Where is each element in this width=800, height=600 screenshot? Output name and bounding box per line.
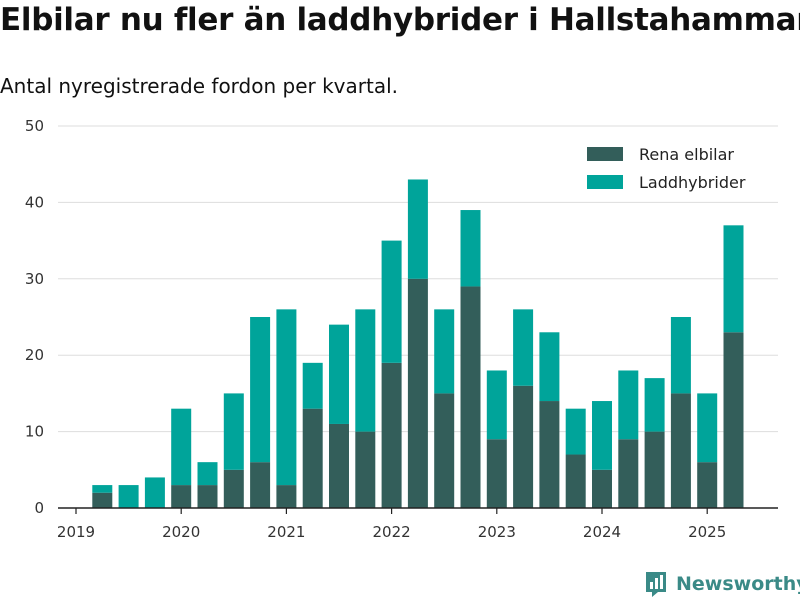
y-tick-label: 10	[25, 423, 44, 441]
y-tick-label: 20	[25, 346, 44, 364]
legend-label-laddhybrider: Laddhybrider	[639, 173, 746, 192]
bar-laddhybrider	[171, 408, 192, 486]
bar-laddhybrider	[434, 309, 455, 394]
x-tick-label: 2021	[267, 523, 305, 541]
bar-laddhybrider	[723, 225, 744, 333]
legend-label-rena-elbilar: Rena elbilar	[639, 145, 734, 164]
bar-laddhybrider	[329, 324, 349, 424]
bar-rena-elbilar	[302, 408, 323, 508]
bar-rena-elbilar	[92, 492, 113, 508]
bar-rena-elbilar	[460, 286, 481, 508]
brand-name: Newsworthy	[676, 573, 800, 595]
bar-laddhybrider	[92, 485, 113, 493]
bar-laddhybrider	[592, 401, 612, 470]
bar-rena-elbilar	[223, 469, 244, 508]
chart-subtitle: Antal nyregistrerade fordon per kvartal.	[0, 74, 399, 98]
bar-laddhybrider	[223, 393, 244, 470]
bar-rena-elbilar	[355, 431, 376, 508]
y-tick-label: 30	[25, 270, 44, 288]
newsworthy-icon	[646, 572, 666, 597]
x-tick-label: 2025	[688, 523, 726, 541]
bar-rena-elbilar	[250, 462, 271, 508]
bar-rena-elbilar	[592, 469, 612, 508]
bar-laddhybrider	[144, 477, 165, 508]
bar-laddhybrider	[670, 317, 691, 394]
bar-laddhybrider	[618, 370, 639, 440]
bar-laddhybrider	[513, 309, 534, 386]
bar-rena-elbilar	[565, 454, 586, 508]
bar-rena-elbilar	[171, 485, 192, 508]
bar-rena-elbilar	[697, 462, 718, 508]
y-tick-label: 50	[25, 117, 44, 135]
x-tick-label: 2019	[57, 523, 95, 541]
legend-swatch-laddhybrider	[587, 175, 623, 189]
bar-rena-elbilar	[539, 401, 560, 508]
bar-laddhybrider	[407, 179, 428, 279]
y-axis-ticks: 0 10 20 30 40 50	[25, 117, 44, 517]
bar-rena-elbilar	[670, 393, 691, 508]
bar-laddhybrider	[460, 210, 481, 287]
bar-laddhybrider	[118, 485, 139, 508]
x-tick-label: 2022	[373, 523, 411, 541]
x-axis-ticks: 2019 2020 2021 2022 2023 2024 2025	[57, 508, 726, 541]
legend-swatch-rena-elbilar	[587, 147, 623, 161]
bar-laddhybrider	[486, 370, 507, 440]
y-tick-label: 0	[34, 499, 44, 517]
bar-rena-elbilar	[197, 485, 218, 508]
chart-title: Elbilar nu fler än laddhybrider i Hallst…	[0, 2, 800, 38]
bar-rena-elbilar	[513, 385, 534, 508]
x-tick-label: 2020	[162, 523, 200, 541]
bar-rena-elbilar	[276, 485, 297, 508]
bar-rena-elbilar	[486, 439, 507, 508]
x-tick-label: 2024	[583, 523, 621, 541]
newsworthy-logo: Newsworthy	[644, 568, 800, 600]
stacked-bar-chart: 0 10 20 30 40 50 2019 2020 2021 2022 2023 2024 2025…	[25, 117, 778, 541]
bar-laddhybrider	[276, 309, 297, 486]
bar-laddhybrider	[565, 408, 586, 455]
bar-rena-elbilar	[381, 362, 402, 508]
bars	[92, 179, 744, 508]
bar-laddhybrider	[644, 378, 665, 432]
bar-laddhybrider	[197, 462, 218, 486]
bar-rena-elbilar	[407, 278, 428, 508]
bar-rena-elbilar	[434, 393, 455, 508]
bar-rena-elbilar	[723, 332, 744, 508]
bar-laddhybrider	[302, 362, 323, 409]
bar-laddhybrider	[355, 309, 376, 432]
bar-laddhybrider	[697, 393, 718, 463]
bar-laddhybrider	[250, 317, 271, 463]
bar-rena-elbilar	[618, 439, 639, 508]
y-tick-label: 40	[25, 193, 44, 211]
bar-laddhybrider	[539, 332, 560, 402]
x-tick-label: 2023	[478, 523, 516, 541]
bar-rena-elbilar	[329, 423, 349, 508]
legend: Rena elbilar Laddhybrider	[587, 145, 746, 192]
bar-laddhybrider	[381, 240, 402, 363]
bar-rena-elbilar	[644, 431, 665, 508]
